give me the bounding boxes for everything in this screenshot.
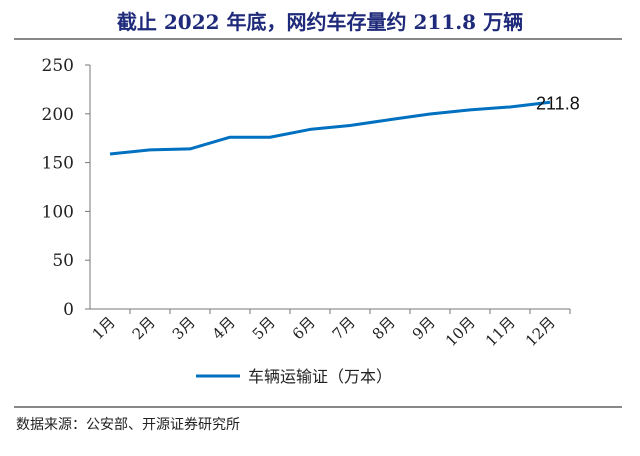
legend-label: 车辆运输证（万本） bbox=[248, 367, 392, 386]
x-tick-label: 11月 bbox=[482, 313, 519, 350]
x-tick-label: 8月 bbox=[369, 313, 399, 343]
x-tick-label: 5月 bbox=[249, 313, 279, 343]
x-tick-label: 3月 bbox=[169, 313, 199, 343]
x-tick-label: 7月 bbox=[329, 313, 359, 343]
x-tick-label: 12月 bbox=[522, 313, 559, 350]
y-tick-label: 200 bbox=[42, 105, 74, 125]
y-tick-label: 0 bbox=[63, 300, 74, 320]
x-tick-label: 2月 bbox=[129, 313, 159, 343]
line-chart: 0 50 100 150 200 250 1月 2月 3月 4月 5月 6月 7月 8月 9月 10月 11月 1… bbox=[42, 56, 580, 386]
x-tick-label: 10月 bbox=[442, 313, 479, 350]
y-tick-label: 150 bbox=[42, 154, 74, 174]
series-line bbox=[109, 100, 551, 156]
x-tick-label: 9月 bbox=[409, 313, 439, 343]
source-divider bbox=[14, 406, 622, 408]
title-divider bbox=[14, 38, 622, 40]
y-tick-label: 100 bbox=[42, 202, 74, 222]
data-label: 211.8 bbox=[536, 93, 580, 113]
x-tick-label: 6月 bbox=[289, 313, 319, 343]
x-tick-label: 1月 bbox=[89, 313, 119, 343]
chart-title: 截止 2022 年底，网约车存量约 211.8 万辆 bbox=[116, 10, 524, 34]
y-tick-label: 50 bbox=[52, 251, 74, 271]
y-tick-label: 250 bbox=[42, 56, 74, 76]
source-note: 数据来源：公安部、开源证券研究所 bbox=[16, 417, 240, 433]
x-tick-label: 4月 bbox=[209, 313, 239, 343]
